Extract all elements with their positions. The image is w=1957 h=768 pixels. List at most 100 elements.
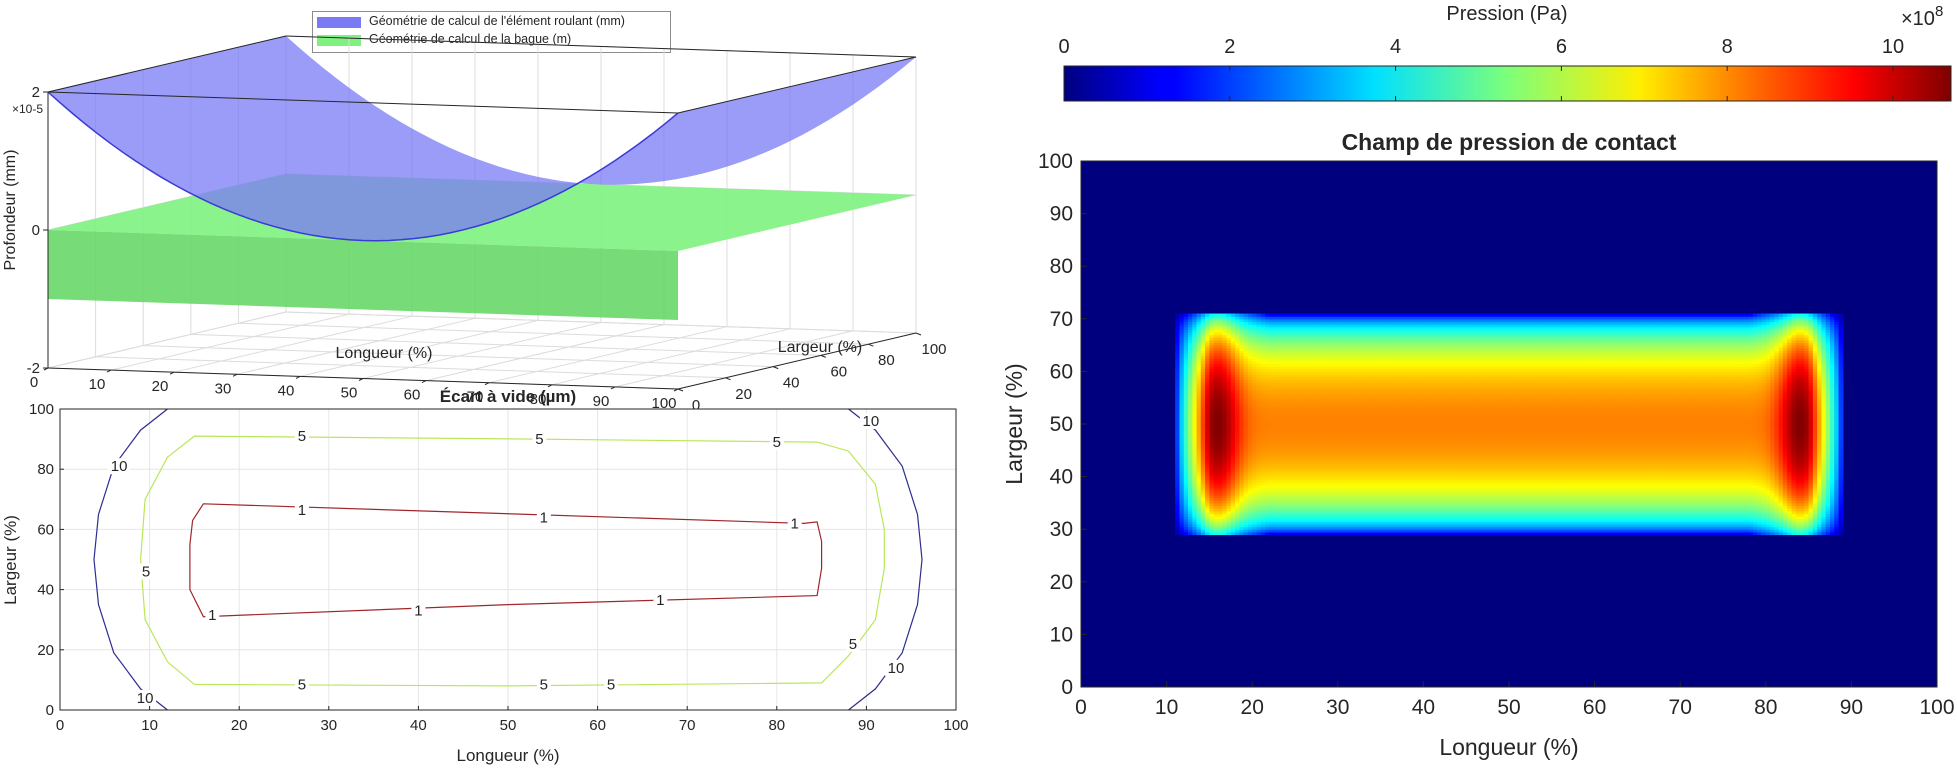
heatmap-cell bbox=[1243, 476, 1249, 480]
heatmap-cell bbox=[1226, 339, 1232, 344]
heatmap-cell bbox=[1192, 416, 1198, 420]
heatmap-cell bbox=[1235, 523, 1240, 528]
heatmap-cell bbox=[1226, 418, 1232, 422]
heatmap-cell bbox=[1265, 500, 1270, 504]
heatmap-cell bbox=[1256, 526, 1262, 530]
heatmap-cell bbox=[1290, 489, 1296, 493]
heatmap-cell bbox=[1243, 437, 1249, 441]
heatmap-cell bbox=[1196, 374, 1202, 378]
heatmap-cell bbox=[1226, 324, 1232, 328]
heatmap-cell bbox=[1247, 400, 1253, 404]
heatmap-cell bbox=[1183, 476, 1189, 480]
heatmap-cell bbox=[1273, 434, 1279, 438]
heatmap-cell bbox=[1196, 313, 1202, 317]
heatmap-cell bbox=[1226, 345, 1232, 349]
heatmap-cell bbox=[1209, 487, 1215, 491]
heatmap-cell bbox=[1213, 418, 1219, 422]
heatmap-cell bbox=[1188, 329, 1193, 333]
heatmap-cell bbox=[1200, 334, 1206, 338]
heatmap-cell bbox=[1265, 502, 1270, 507]
heatmap-cell bbox=[1205, 518, 1210, 522]
heatmap-cell bbox=[1316, 434, 1322, 438]
heatmap-cell bbox=[1209, 342, 1215, 346]
heatmap-cell bbox=[1235, 424, 1240, 428]
heatmap-cell bbox=[1188, 479, 1193, 483]
heatmap-cell bbox=[1205, 416, 1210, 420]
heatmap-cell bbox=[1179, 439, 1185, 444]
heatmap-cell bbox=[1200, 339, 1206, 344]
heatmap-cell bbox=[1183, 329, 1189, 333]
heatmap-cell bbox=[1295, 518, 1300, 522]
heatmap-cell bbox=[1179, 421, 1185, 425]
heatmap-cell bbox=[1217, 458, 1223, 462]
heatmap-cell bbox=[1196, 318, 1202, 323]
heatmap-cell bbox=[1303, 424, 1309, 428]
heatmap-cell bbox=[1299, 455, 1305, 459]
heatmap-cell bbox=[1183, 518, 1189, 522]
heatmap-cell bbox=[1307, 463, 1313, 467]
heatmap-cell bbox=[1217, 450, 1223, 454]
grid-line bbox=[551, 328, 791, 386]
heatmap-cell bbox=[1209, 410, 1215, 415]
heatmap-cell bbox=[1196, 387, 1202, 391]
heatmap-cell bbox=[1269, 379, 1275, 383]
heatmap-cell bbox=[1265, 366, 1270, 370]
heatmap-cell bbox=[1209, 510, 1215, 515]
heatmap-cell bbox=[1303, 481, 1309, 486]
heatmap-cell bbox=[1303, 395, 1309, 399]
heatmap-cell bbox=[1205, 360, 1210, 365]
heatmap-cell bbox=[1295, 418, 1300, 422]
heatmap-cell bbox=[1277, 429, 1283, 433]
heatmap-cell bbox=[1175, 450, 1181, 454]
heatmap-cell bbox=[1222, 397, 1228, 401]
heatmap-cell bbox=[1200, 347, 1206, 351]
heatmap-cell bbox=[1243, 397, 1249, 401]
heatmap-cell bbox=[1192, 331, 1198, 336]
heatmap-cell bbox=[1188, 500, 1193, 504]
heatmap-cell bbox=[1179, 510, 1185, 515]
heatmap-cell bbox=[1175, 505, 1181, 509]
heatmap-cell bbox=[1256, 434, 1262, 438]
heatmap-cell bbox=[1196, 342, 1202, 346]
heatmap-cell bbox=[1273, 476, 1279, 480]
heatmap-cell bbox=[1226, 468, 1232, 472]
heatmap-cell bbox=[1256, 318, 1262, 323]
heatmap-cell bbox=[1235, 518, 1240, 522]
heatmap-cell bbox=[1222, 392, 1228, 396]
heatmap-cell bbox=[1222, 316, 1228, 320]
heatmap-cell bbox=[1179, 416, 1185, 420]
heatmap-cell bbox=[1213, 384, 1219, 388]
heatmap-cell bbox=[1188, 455, 1193, 459]
heatmap-cell bbox=[1260, 368, 1266, 372]
heatmap-cell bbox=[1200, 479, 1206, 483]
heatmap-cell bbox=[1205, 526, 1210, 530]
heatmap-cell bbox=[1217, 471, 1223, 475]
surface-3d-zlabel: Profondeur (mm) bbox=[2, 150, 19, 271]
heatmap-cell bbox=[1286, 387, 1292, 391]
heatmap-cell bbox=[1226, 518, 1232, 522]
heatmap-cell bbox=[1226, 413, 1232, 417]
heatmap-cell bbox=[1222, 531, 1228, 536]
heatmap-cell bbox=[1196, 410, 1202, 415]
heatmap-cell bbox=[1329, 313, 1335, 317]
heatmap-cell bbox=[1239, 466, 1245, 470]
heatmap-cell bbox=[1269, 516, 1275, 520]
heatmap-cell bbox=[1217, 500, 1223, 504]
heatmap-cell bbox=[1316, 495, 1322, 499]
heatmap-cell bbox=[1243, 431, 1249, 436]
axis-box-line bbox=[47, 35, 287, 93]
heatmap-cell bbox=[1226, 502, 1232, 507]
heatmap-cell bbox=[1273, 426, 1279, 430]
heatmap-cell bbox=[1209, 350, 1215, 354]
heatmap-cell bbox=[1307, 516, 1313, 520]
heatmap-cell bbox=[1243, 450, 1249, 454]
heatmap-cell bbox=[1175, 397, 1181, 401]
heatmap-cell bbox=[1286, 410, 1292, 415]
heatmap-cell bbox=[1312, 431, 1317, 436]
heatmap-cell bbox=[1295, 360, 1300, 365]
heatmap-cell bbox=[1183, 523, 1189, 528]
heatmap-cell bbox=[1307, 479, 1313, 483]
heatmap-cell bbox=[1320, 345, 1326, 349]
heatmap-cell bbox=[1247, 321, 1253, 325]
heatmap-cell bbox=[1269, 429, 1275, 433]
